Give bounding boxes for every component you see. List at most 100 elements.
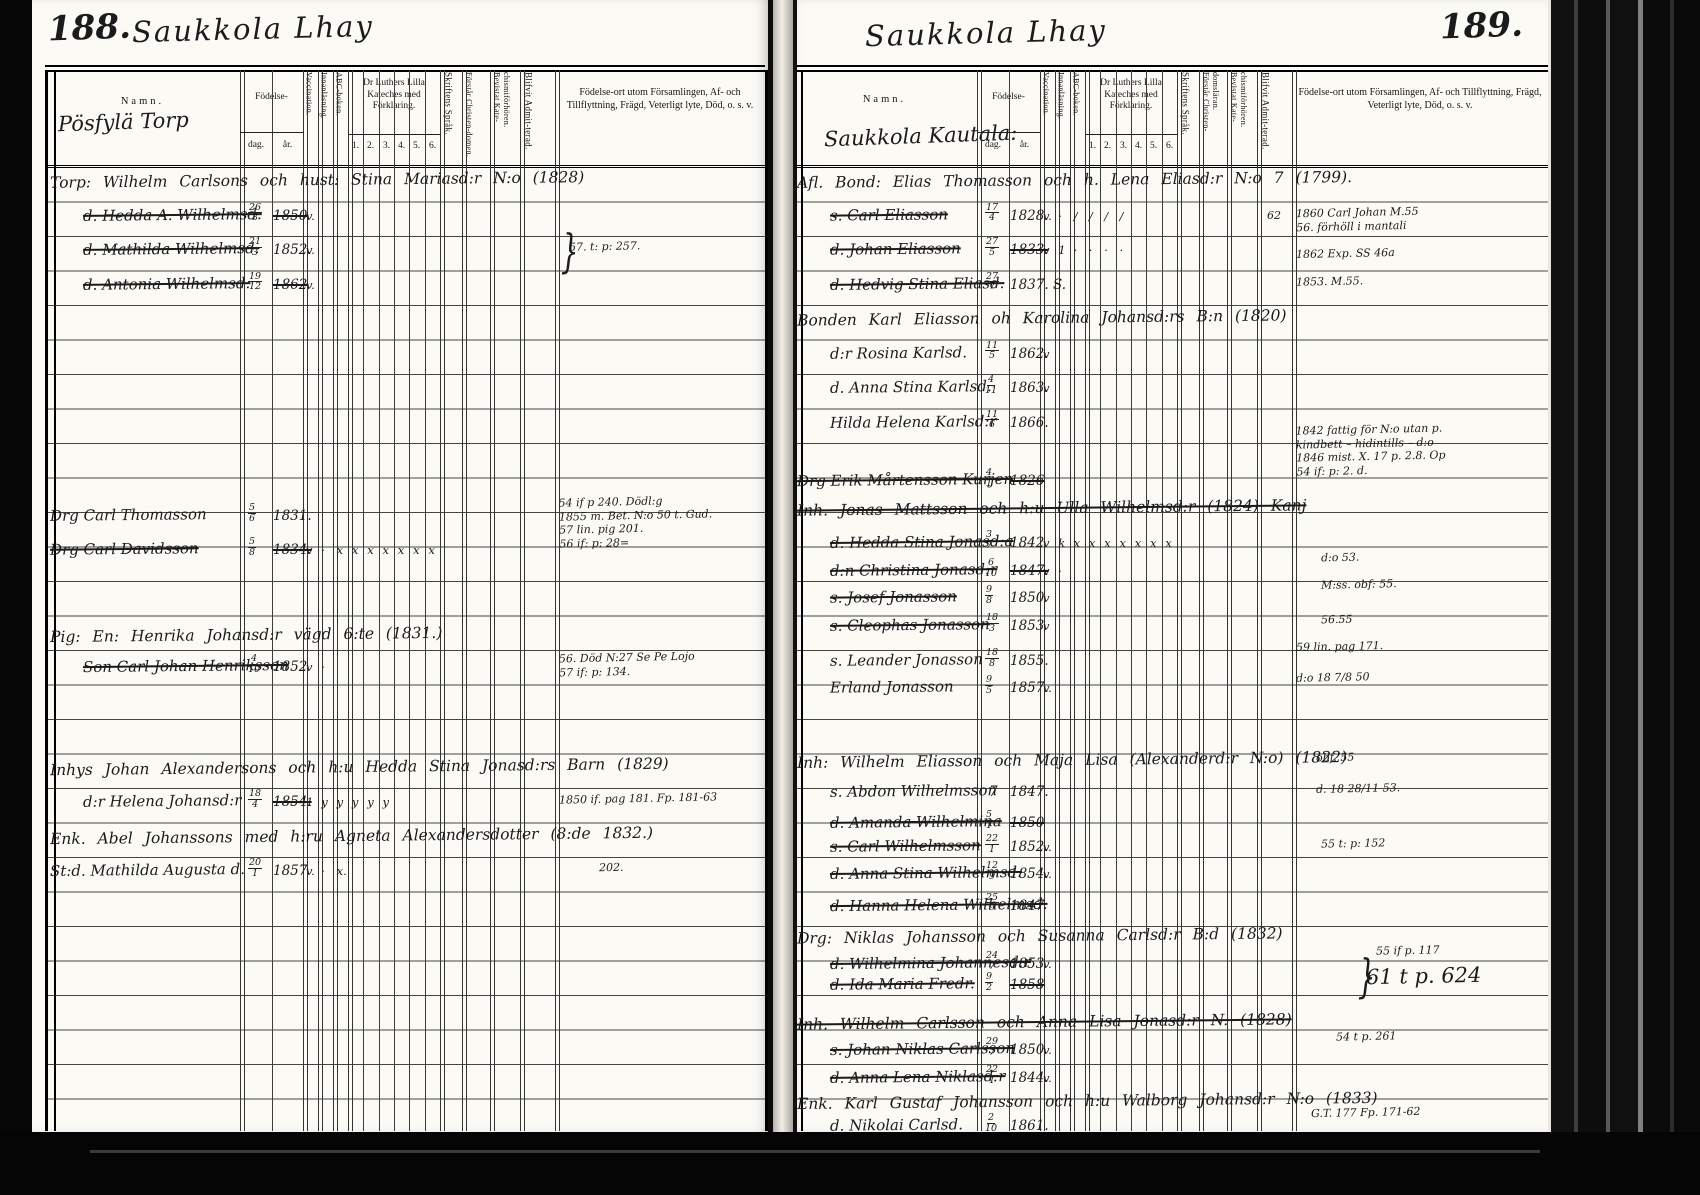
column-rule xyxy=(1055,70,1060,1131)
entry-name: d. Amanda Wilhelmina xyxy=(829,811,1002,832)
entry-marks: x xyxy=(428,543,435,558)
column-rule xyxy=(394,70,395,1131)
page-number-right: 189. xyxy=(1439,4,1524,48)
entry-marks: x xyxy=(1134,536,1142,551)
entry-birth-year: 1834. xyxy=(273,542,312,559)
entry-marks: v xyxy=(1043,243,1050,257)
entry-name: d. Mathilda Wilhelmsd. xyxy=(82,239,260,259)
column-rule xyxy=(1199,70,1204,1131)
column-header-name: Namn. xyxy=(120,96,165,107)
column-rule xyxy=(1070,70,1075,1131)
column-rule xyxy=(45,70,56,1131)
entry-marks: · xyxy=(1073,243,1078,257)
entry-name: d. Anna Stina Karlsd. xyxy=(829,377,992,397)
register-page-left: 188. Saukkola Lhay Namn. Pösfylä Torp Fö… xyxy=(32,0,776,1134)
header-rule xyxy=(1085,134,1177,135)
entry-note: 57. t: p: 257. xyxy=(568,239,641,254)
column-header-understands: Förstår Christen-domen. xyxy=(464,72,474,158)
entry-name: d. Anna Lena Niklasd:r xyxy=(829,1067,1006,1087)
note-brace: } xyxy=(1357,948,1376,1003)
scan-border-bottom xyxy=(0,1132,1700,1195)
header-rule xyxy=(977,132,1040,133)
entry-marks: v xyxy=(1043,536,1050,551)
column-rule xyxy=(1009,70,1010,1131)
entry-marks: y xyxy=(321,795,328,809)
entry-marks: v xyxy=(1043,563,1050,578)
entry-birth-day: 18 3 xyxy=(985,612,1000,635)
column-rule xyxy=(462,70,467,1131)
column-header-birth: Födelse- xyxy=(977,92,1040,102)
entry-marks: / xyxy=(1073,208,1078,223)
catechism-subcolumn: 4. xyxy=(1134,141,1143,151)
entry-birth-day: 24 7 xyxy=(985,950,1000,973)
column-header-abc-book: ABC-boken. xyxy=(1071,72,1081,116)
entry-birth-day: 21 3 xyxy=(248,236,263,258)
entry-name: d:r Helena Johansd:r xyxy=(82,791,242,811)
column-header-vaccination: Vaccination. xyxy=(1041,72,1051,116)
column-header-script: Skriftens Språk. xyxy=(443,72,454,135)
column-header-vaccination: Vaccination. xyxy=(304,72,314,116)
entry-marks: x xyxy=(351,543,359,558)
entry-marks: x xyxy=(413,543,420,558)
note-brace: } xyxy=(560,224,579,278)
entry-note: 202. xyxy=(598,860,624,875)
entry-name: s. Josef Jonasson xyxy=(829,587,958,608)
entry-marks: v. xyxy=(1043,867,1052,882)
column-rule xyxy=(977,70,982,1131)
entry-birth-day: 22 1 xyxy=(985,832,1000,855)
entry-marks: x. xyxy=(336,864,347,878)
column-header-catechism: Dr Luthers Lilla Kateches med Förklaring… xyxy=(1100,78,1162,111)
column-rule xyxy=(490,70,495,1131)
entry-birth-day: 12 9 xyxy=(985,860,1000,883)
entry-marks: x xyxy=(1088,536,1096,551)
entry-marks: x xyxy=(1165,536,1172,551)
entry-birth-day: 18 8 xyxy=(985,646,1000,669)
column-header-catechism: Dr Luthers Lilla Kateches med Förklaring… xyxy=(363,78,425,111)
entry-marks: x xyxy=(1119,536,1127,551)
entry-note: 1842 fattig för N:o utan p. kindbett – h… xyxy=(1295,421,1446,478)
entry-marks: y xyxy=(367,795,374,809)
entry-marks: v. xyxy=(306,864,315,878)
entry-birth-year: 1852. xyxy=(273,242,312,258)
entry-name: d. Hedda A. Wilhelmsd. xyxy=(82,204,262,225)
entry-name: d. Antonia Wilhelmsd. xyxy=(82,273,251,294)
entry-note: 61 t p. 624 xyxy=(1365,962,1482,989)
catechism-subcolumn: 1. xyxy=(1088,141,1097,151)
catechism-subcolumn: 5. xyxy=(412,141,421,151)
entry-marks: k xyxy=(1058,536,1066,551)
entry-name: d. Ida Maria Fredr. xyxy=(829,974,975,994)
header-rule xyxy=(240,132,303,133)
entry-name: Drg Carl Davidsson xyxy=(49,539,199,559)
entry-birth-year: 1854. xyxy=(1010,866,1049,883)
entry-marks: v. xyxy=(1043,1071,1052,1085)
catechism-subcolumn: 1. xyxy=(351,141,360,151)
entry-birth-day: 19 12 xyxy=(248,270,263,293)
entry-marks: v xyxy=(1043,619,1050,634)
entry-birth-year: 1853 xyxy=(1010,618,1045,635)
column-rule xyxy=(440,70,445,1131)
entry-birth-day: 11 6 xyxy=(985,408,1000,431)
entry-name: s. Carl Wilhelmsson xyxy=(829,836,981,856)
entry-birth-year: 1850 xyxy=(1010,814,1045,831)
entry-name: Drg Erik Mårtensson Kurjen xyxy=(796,470,1014,491)
entry-marks: · xyxy=(321,543,325,558)
entry-note: d:o 53. xyxy=(1320,550,1360,564)
entry-marks: · xyxy=(1119,243,1124,257)
entry-note: 1862 Exp. SS 46a xyxy=(1295,245,1395,261)
page-binding-gutter xyxy=(768,0,797,1132)
entry-marks: y xyxy=(382,795,390,809)
entry-birth-year: 1866. xyxy=(1010,414,1049,431)
column-rule xyxy=(520,70,525,1131)
entry-marks: · xyxy=(1058,208,1062,223)
column-header-abc-book: ABC-boken. xyxy=(334,72,344,116)
entry-marks: x xyxy=(1073,536,1081,551)
entry-marks: v. xyxy=(306,208,315,223)
column-header-name: Namn. xyxy=(862,94,907,105)
column-rule xyxy=(303,70,308,1131)
column-rule xyxy=(272,70,273,1131)
entry-birth-day: 7 xyxy=(989,783,998,800)
entry-birth-year: 1847. xyxy=(1010,562,1049,579)
